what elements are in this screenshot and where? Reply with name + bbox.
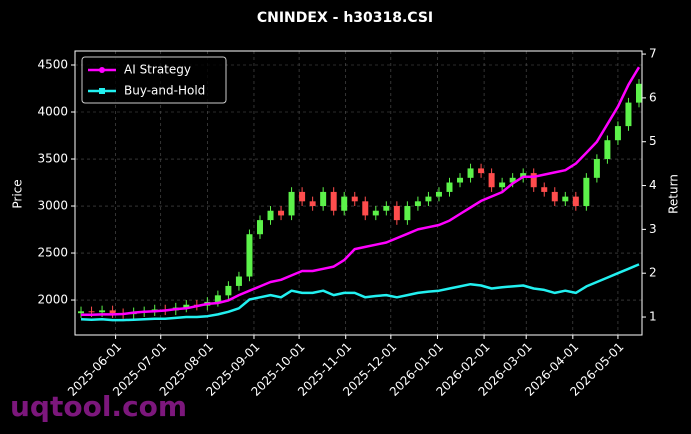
candle-body xyxy=(341,196,348,211)
candle-body xyxy=(635,83,642,103)
y-tick-label: 3000 xyxy=(37,199,68,213)
candle-body xyxy=(604,140,611,160)
legend-marker xyxy=(99,67,105,73)
y2-tick-label: 1 xyxy=(649,310,657,324)
candle-body xyxy=(614,126,621,141)
candle-body xyxy=(530,173,537,188)
y2-tick-label: 5 xyxy=(649,134,657,148)
y-tick-label: 2000 xyxy=(37,293,68,307)
candle-body xyxy=(520,173,527,178)
candle-body xyxy=(225,285,232,296)
legend-label: Buy-and-Hold xyxy=(124,84,205,98)
candle-body xyxy=(288,191,295,216)
y-axis-label: Price xyxy=(11,179,25,208)
candle-body xyxy=(593,159,600,178)
y2-tick-label: 4 xyxy=(649,178,657,192)
candle-body xyxy=(562,196,569,202)
y-tick-label: 4000 xyxy=(37,105,68,119)
y2-tick-label: 7 xyxy=(649,47,657,61)
candle-body xyxy=(235,276,242,286)
y-tick-label: 3500 xyxy=(37,152,68,166)
candle-body xyxy=(299,191,306,202)
candle-body xyxy=(446,182,453,192)
candle-body xyxy=(383,206,390,211)
candle-body xyxy=(320,191,327,207)
candle-body xyxy=(467,168,474,178)
legend-label: AI Strategy xyxy=(124,63,191,77)
y2-tick-label: 6 xyxy=(649,90,657,104)
y-tick-label: 2500 xyxy=(37,246,68,260)
candle-body xyxy=(351,196,358,202)
candle-body xyxy=(246,234,253,277)
candle-body xyxy=(572,196,579,207)
legend-marker xyxy=(99,88,105,94)
candle-body xyxy=(625,102,632,127)
candle-body xyxy=(88,311,95,313)
candle-body xyxy=(583,177,590,207)
candle-body xyxy=(414,201,421,207)
candle-body xyxy=(78,311,85,314)
candle-body xyxy=(551,191,558,202)
candle-body xyxy=(267,210,274,221)
axes-frame xyxy=(74,50,643,336)
candle-body xyxy=(425,196,432,202)
candle-body xyxy=(256,220,263,235)
candle-body xyxy=(488,173,495,188)
candle-body xyxy=(330,191,337,211)
candle-body xyxy=(99,310,106,313)
y2-tick-label: 3 xyxy=(649,222,657,236)
chart-title: CNINDEX - h30318.CSI xyxy=(257,10,433,26)
candle-body xyxy=(404,206,411,221)
candle-body xyxy=(372,210,379,216)
candle-body xyxy=(499,182,506,188)
candle-body xyxy=(362,201,369,216)
candle-body xyxy=(183,304,190,308)
candle-body xyxy=(509,177,516,183)
candle-body xyxy=(435,191,442,197)
watermark: uqtool.com xyxy=(10,390,187,423)
candle-body xyxy=(214,295,221,302)
candle-body xyxy=(478,168,485,174)
candle-body xyxy=(278,210,285,216)
y-tick-label: 4500 xyxy=(37,58,68,72)
legend-box xyxy=(81,56,227,104)
candle-body xyxy=(109,310,116,314)
candle-body xyxy=(541,187,548,192)
candle-body xyxy=(457,177,464,183)
line-series xyxy=(80,263,640,322)
y2-axis-label: Return xyxy=(667,174,681,214)
line-series xyxy=(81,66,641,317)
candle-body xyxy=(393,206,400,221)
candle-body xyxy=(309,201,316,207)
y2-tick-label: 2 xyxy=(649,266,657,280)
